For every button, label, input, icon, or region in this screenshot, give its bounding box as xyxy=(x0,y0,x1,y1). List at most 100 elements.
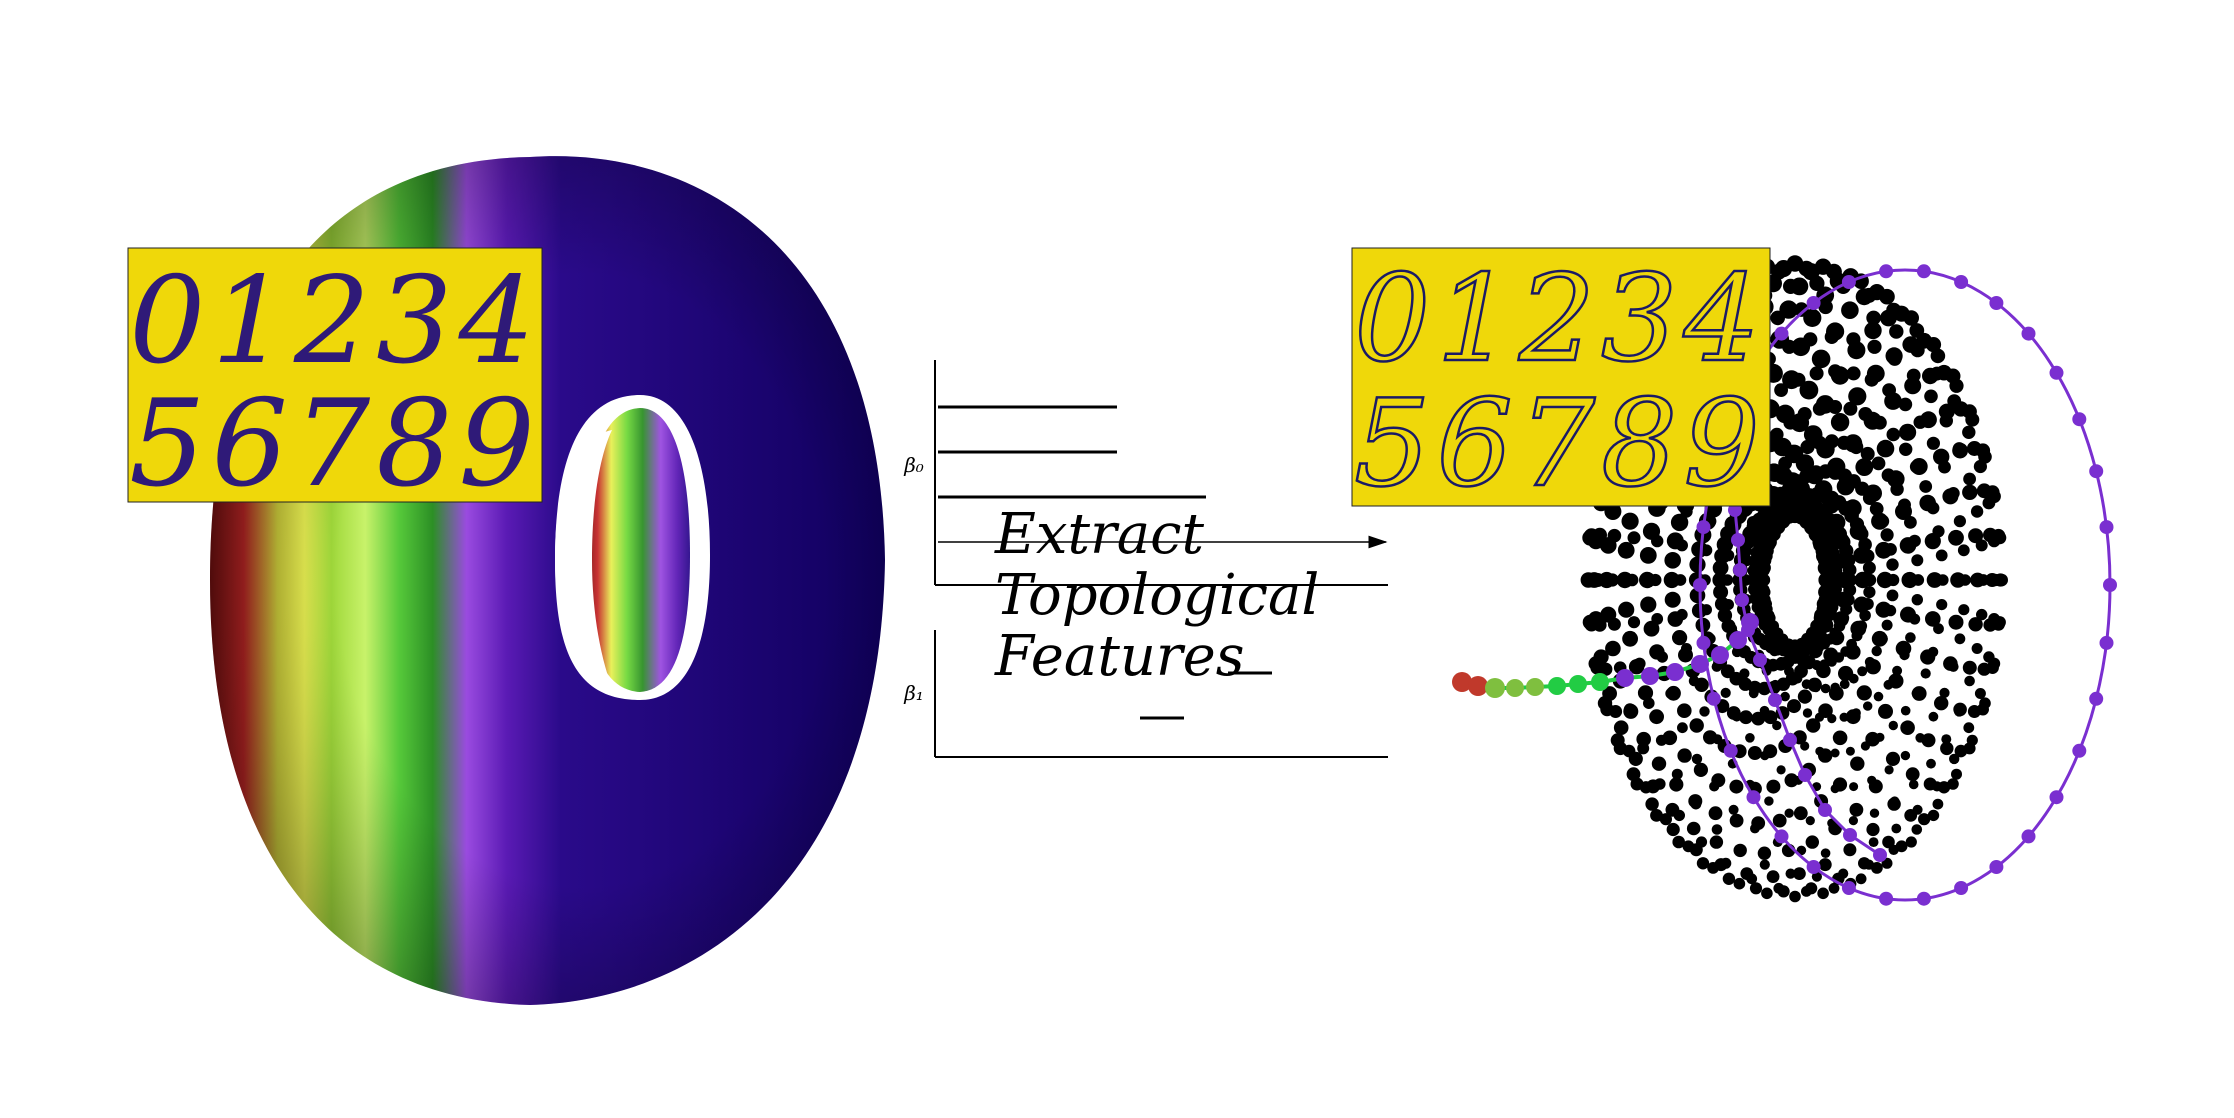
torus-point xyxy=(1883,679,1894,690)
torus-point xyxy=(1711,661,1723,672)
torus-point xyxy=(1845,746,1855,756)
torus-point xyxy=(1855,620,1868,632)
torus-point xyxy=(1797,407,1812,421)
torus-point xyxy=(1884,765,1894,775)
torus-point xyxy=(1650,809,1663,822)
torus-point xyxy=(1610,733,1625,748)
torus-point xyxy=(1899,442,1913,456)
torus-point xyxy=(1925,611,1941,627)
right-digits-row-1: 01234 xyxy=(1354,250,1766,389)
torus-point xyxy=(1799,380,1819,400)
torus-point xyxy=(1938,403,1955,420)
torus-point xyxy=(1643,620,1660,637)
right-digits-row-2: 56789 xyxy=(1354,375,1766,514)
torus-point xyxy=(1669,777,1684,792)
torus-point xyxy=(1948,614,1964,630)
torus-point xyxy=(1643,697,1655,709)
torus-point xyxy=(1607,617,1621,631)
torus-point xyxy=(1627,531,1641,545)
torus-point xyxy=(1863,586,1876,599)
torus-point xyxy=(1747,746,1762,760)
torus-point xyxy=(1859,609,1871,622)
torus-point xyxy=(1977,574,1990,586)
torus-point xyxy=(1927,809,1940,822)
torus-point xyxy=(1607,528,1622,543)
torus-point xyxy=(1791,701,1801,711)
torus-point xyxy=(1780,691,1790,702)
torus-point xyxy=(1899,537,1917,554)
right-card-background xyxy=(1351,247,1771,507)
torus-point xyxy=(1818,858,1832,872)
torus-point xyxy=(1726,623,1738,635)
torus-point xyxy=(1949,753,1960,765)
torus-point xyxy=(1963,472,1976,486)
arm-node xyxy=(1641,667,1659,685)
arm-node xyxy=(1452,672,1472,692)
branch-node xyxy=(1818,803,1832,817)
torus-point xyxy=(1750,823,1760,834)
torus-point xyxy=(1931,781,1943,792)
torus-point xyxy=(1962,484,1978,500)
torus-point xyxy=(1691,753,1703,765)
torus-point xyxy=(1830,366,1850,385)
torus-point xyxy=(1691,541,1708,558)
torus-point xyxy=(1748,688,1759,699)
torus-point xyxy=(1642,522,1661,540)
torus-point xyxy=(1712,560,1729,576)
torus-point xyxy=(1766,870,1780,883)
torus-point xyxy=(1957,544,1970,557)
torus-point xyxy=(1803,332,1818,347)
torus-point xyxy=(1935,549,1948,562)
torus-point xyxy=(1709,835,1724,849)
torus-point xyxy=(1622,630,1638,647)
torus-point xyxy=(1666,532,1684,550)
torus-point xyxy=(1663,571,1680,589)
torus-point xyxy=(1899,649,1910,661)
torus-point xyxy=(1773,882,1785,894)
torus-point xyxy=(1868,837,1879,847)
torus-point xyxy=(1888,720,1899,731)
torus-point xyxy=(1847,341,1866,360)
torus-point xyxy=(1968,528,1984,544)
torus-point xyxy=(1808,465,1824,480)
left-digits-row-1: 01234 xyxy=(129,252,541,391)
torus-point xyxy=(1848,816,1858,826)
torus-point xyxy=(1665,688,1677,699)
torus-point xyxy=(1820,683,1831,694)
torus-point xyxy=(1626,767,1641,782)
torus-point xyxy=(1900,750,1911,761)
torus-point xyxy=(1905,767,1920,782)
torus-point xyxy=(1851,630,1863,642)
torus-point xyxy=(1964,675,1975,687)
torus-point xyxy=(1752,589,1765,602)
torus-point xyxy=(1759,705,1770,716)
torus-point xyxy=(1711,824,1723,835)
torus-point xyxy=(1811,349,1831,369)
torus-point xyxy=(1758,619,1770,631)
torus-point xyxy=(1900,705,1911,716)
torus-point xyxy=(1731,711,1742,722)
torus-point xyxy=(1863,701,1873,711)
torus-point xyxy=(1871,456,1886,471)
torus-point xyxy=(1919,494,1936,512)
torus-point xyxy=(1895,503,1912,520)
torus-point xyxy=(1814,480,1833,499)
torus-point xyxy=(1904,516,1917,529)
torus-point xyxy=(1636,731,1651,747)
torus-point xyxy=(1751,711,1766,726)
cycle-node xyxy=(1774,829,1789,844)
torus-point xyxy=(1992,617,2005,631)
torus-point xyxy=(1887,573,1900,587)
arm-node xyxy=(1468,676,1488,696)
torus-point xyxy=(1953,515,1966,528)
torus-point xyxy=(1784,808,1794,818)
cycle-node xyxy=(1989,296,2004,310)
torus-point xyxy=(1720,664,1735,679)
torus-point xyxy=(1686,821,1701,836)
cycle-node xyxy=(2099,635,2114,650)
torus-point xyxy=(1936,599,1948,611)
branch-node xyxy=(1843,828,1857,842)
torus-point xyxy=(1713,584,1729,600)
torus-point xyxy=(1819,659,1830,670)
torus-point xyxy=(1776,638,1788,650)
